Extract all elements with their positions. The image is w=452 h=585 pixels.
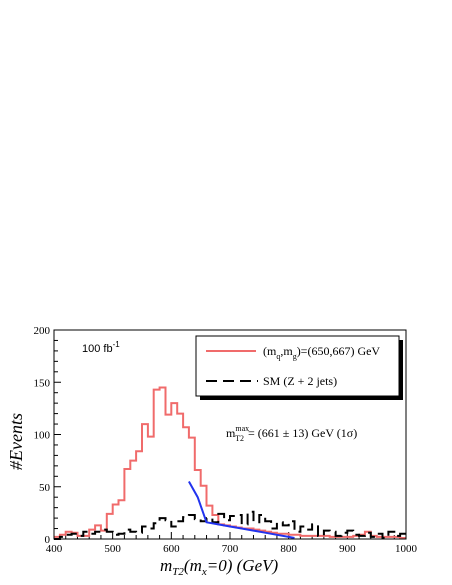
y-axis-title: #Events	[6, 413, 26, 470]
x-tick-label-400: 400	[46, 543, 63, 555]
x-tick-label-1000: 1000	[395, 543, 418, 555]
series-1-sm-background	[54, 510, 406, 540]
y-tick-label-50: 50	[39, 482, 51, 494]
x-tick-label-900: 900	[339, 543, 356, 555]
x-tick-label-700: 700	[222, 543, 239, 555]
legend-box	[195, 335, 400, 397]
series-2-fit-line	[188, 481, 295, 539]
y-tick-label-150: 150	[34, 377, 51, 389]
y-tick-label-100: 100	[34, 430, 51, 442]
legend: (mq,mg)=(650,667) GeV SM (Z + 2 jets)	[195, 335, 403, 400]
x-tick-label-500: 500	[104, 543, 121, 555]
legend-label-signal: (mq,mg)=(650,667) GeV	[263, 344, 380, 361]
x-tick-label-800: 800	[280, 543, 297, 555]
y-tick-label-200: 200	[34, 325, 51, 337]
axis-ticks: 400 500 600 700 800 900 1000 0 50 100 150 200	[34, 325, 418, 555]
luminosity-label: 100 fb-1	[82, 340, 120, 355]
x-tick-label-600: 600	[163, 543, 180, 555]
y-tick-label-0: 0	[45, 534, 51, 546]
x-axis-title: mT2(mx=0) (GeV)	[160, 556, 279, 578]
plot-frame	[53, 329, 407, 540]
series-layer	[54, 386, 406, 540]
legend-label-sm: SM (Z + 2 jets)	[263, 374, 337, 388]
mt2-max-annotation: mmax T2 = (661 ± 13) GeV (1σ)	[226, 424, 357, 443]
